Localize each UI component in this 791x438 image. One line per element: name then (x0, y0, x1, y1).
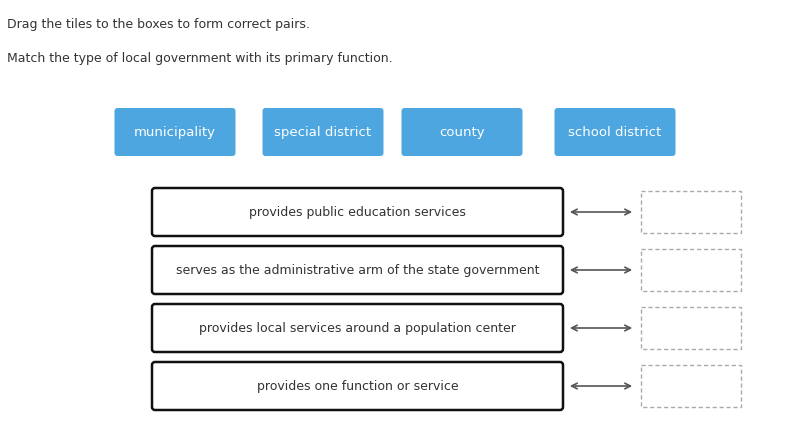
Text: provides public education services: provides public education services (249, 206, 466, 219)
Bar (641, 307, 741, 349)
FancyBboxPatch shape (402, 109, 523, 157)
Bar (641, 365, 741, 407)
FancyBboxPatch shape (554, 109, 676, 157)
FancyBboxPatch shape (152, 247, 563, 294)
FancyBboxPatch shape (263, 109, 384, 157)
Text: serves as the administrative arm of the state government: serves as the administrative arm of the … (176, 264, 539, 277)
Text: provides one function or service: provides one function or service (257, 380, 458, 392)
Text: municipality: municipality (134, 126, 216, 139)
Bar (641, 191, 741, 233)
FancyBboxPatch shape (152, 362, 563, 410)
FancyBboxPatch shape (152, 189, 563, 237)
Text: county: county (439, 126, 485, 139)
Text: school district: school district (569, 126, 661, 139)
Text: Match the type of local government with its primary function.: Match the type of local government with … (7, 52, 392, 65)
Bar (641, 249, 741, 291)
FancyBboxPatch shape (115, 109, 236, 157)
Text: Drag the tiles to the boxes to form correct pairs.: Drag the tiles to the boxes to form corr… (7, 18, 310, 31)
FancyBboxPatch shape (152, 304, 563, 352)
Text: special district: special district (274, 126, 372, 139)
Text: provides local services around a population center: provides local services around a populat… (199, 322, 516, 335)
